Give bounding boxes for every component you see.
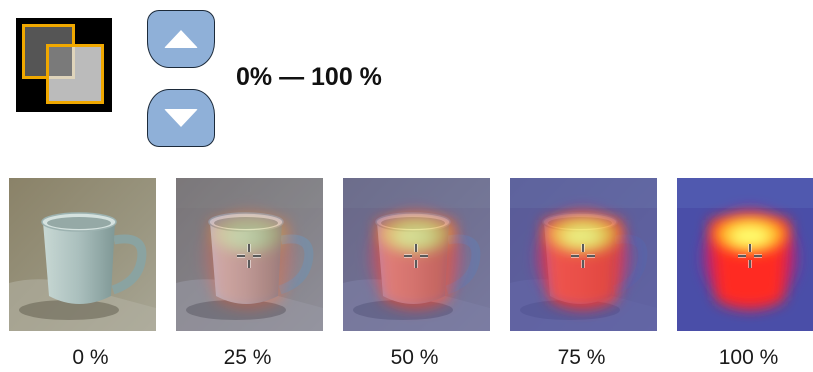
increase-opacity-button[interactable] [147, 10, 215, 68]
crosshair-icon [237, 244, 261, 268]
thumbnail-label: 50 % [390, 346, 439, 369]
thermal-overlay [510, 178, 657, 331]
overlap-shape [49, 47, 72, 76]
layer-opacity-icon[interactable] [16, 18, 112, 112]
crosshair-icon [571, 244, 595, 268]
thumbnail-0 [9, 178, 156, 331]
thermal-image [9, 178, 156, 331]
triangle-up-icon [164, 30, 198, 48]
thumbnail-50 [343, 178, 490, 331]
thermal-overlay [343, 178, 490, 331]
mug-photo [9, 178, 156, 331]
thumbnail-25 [176, 178, 323, 331]
thumbnail-100 [677, 178, 813, 331]
thermal-overlay [176, 178, 323, 331]
thumbnail-label: 25 % [223, 346, 272, 369]
triangle-down-icon [164, 109, 198, 127]
thumbnail-75 [510, 178, 657, 331]
thermal-image [343, 178, 490, 331]
thermal-image [677, 178, 813, 331]
crosshair-icon [738, 244, 762, 268]
thermal-image [510, 178, 657, 331]
thermal-image [176, 178, 323, 331]
thumbnail-label: 75 % [557, 346, 606, 369]
opacity-range-label: 0% — 100 % [236, 63, 382, 91]
thumbnail-label: 100 % [718, 346, 779, 369]
thermal-overlay [677, 178, 813, 331]
crosshair-icon [404, 244, 428, 268]
thumbnail-label: 0 % [72, 346, 109, 369]
decrease-opacity-button[interactable] [147, 89, 215, 147]
